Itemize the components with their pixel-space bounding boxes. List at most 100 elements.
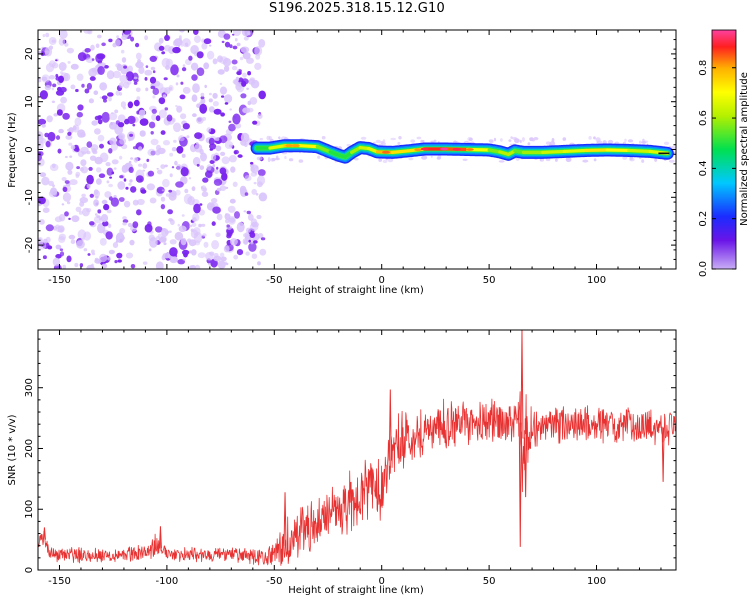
noise-blob	[78, 210, 83, 215]
noise-blob	[160, 196, 166, 202]
noise-blob	[137, 198, 145, 206]
noise-blob	[200, 96, 205, 100]
noise-blob	[243, 36, 249, 41]
noise-blob	[225, 218, 230, 224]
noise-blob	[247, 213, 254, 221]
noise-blob	[212, 164, 216, 168]
top-x-tick-label: 50	[483, 275, 496, 286]
noise-blob	[105, 231, 113, 240]
noise-blob	[160, 204, 166, 210]
noise-speckle	[566, 157, 572, 160]
noise-blob	[64, 42, 69, 47]
noise-blob	[161, 189, 165, 192]
noise-blob	[229, 238, 238, 246]
top-y-tick-label: 0	[24, 146, 35, 152]
noise-blob	[133, 76, 138, 80]
noise-blob	[169, 86, 173, 91]
noise-blob	[228, 217, 236, 223]
noise-blob	[216, 166, 219, 170]
noise-blob	[93, 199, 99, 207]
noise-speckle	[390, 137, 397, 141]
noise-speckle	[397, 141, 401, 146]
noise-blob	[190, 228, 194, 233]
noise-speckle	[641, 159, 645, 163]
noise-blob	[233, 254, 239, 260]
noise-blob	[223, 245, 230, 253]
noise-blob	[135, 175, 144, 183]
noise-blob	[145, 65, 149, 68]
noise-blob	[83, 248, 88, 252]
noise-blob	[150, 66, 156, 71]
noise-blob	[58, 233, 67, 241]
noise-speckle	[420, 139, 424, 144]
noise-blob	[149, 55, 157, 63]
noise-blob	[70, 84, 76, 90]
noise-blob	[79, 201, 85, 207]
noise-blob	[182, 64, 186, 67]
noise-blob	[60, 228, 63, 232]
noise-blob	[76, 73, 84, 81]
noise-blob	[176, 145, 184, 154]
noise-blob	[208, 92, 212, 96]
snr-spike	[388, 389, 392, 461]
noise-blob	[168, 230, 172, 233]
noise-blob	[221, 172, 228, 181]
noise-speckle	[639, 140, 642, 144]
noise-blob	[145, 87, 149, 92]
noise-blob	[144, 223, 153, 233]
noise-blob	[70, 63, 79, 70]
noise-speckle	[298, 159, 304, 163]
noise-blob	[179, 30, 185, 33]
top-x-tick-label: -150	[48, 275, 71, 286]
noise-blob	[250, 161, 254, 165]
noise-blob	[150, 131, 154, 135]
noise-blob	[103, 63, 107, 66]
noise-speckle	[375, 139, 381, 144]
noise-blob	[118, 92, 123, 96]
noise-blob	[181, 214, 185, 217]
noise-blob	[69, 179, 78, 186]
noise-blob	[130, 186, 137, 193]
noise-speckle	[551, 138, 555, 143]
noise-blob	[70, 145, 76, 150]
noise-blob	[106, 180, 110, 184]
noise-blob	[234, 38, 238, 42]
noise-blob	[45, 140, 51, 148]
noise-blob	[215, 232, 221, 238]
noise-blob	[164, 87, 171, 95]
noise-blob	[99, 82, 108, 91]
noise-blob	[85, 57, 94, 63]
noise-blob	[242, 107, 251, 114]
noise-blob	[115, 232, 125, 243]
noise-blob	[65, 161, 74, 171]
noise-blob	[108, 96, 112, 102]
noise-blob	[191, 249, 197, 256]
bottom-y-tick-label: 300	[24, 378, 35, 397]
noise-blob	[135, 87, 141, 93]
noise-blob	[114, 109, 119, 114]
noise-blob	[193, 30, 199, 35]
noise-blob	[61, 177, 67, 181]
noise-blob	[112, 242, 119, 248]
noise-blob	[102, 220, 109, 227]
noise-blob	[94, 213, 98, 216]
noise-blob	[212, 101, 219, 107]
noise-blob	[140, 187, 146, 194]
noise-blob	[55, 135, 61, 140]
noise-blob	[210, 203, 213, 207]
noise-blob	[220, 112, 226, 117]
noise-blob	[109, 176, 112, 179]
noise-speckle	[387, 158, 394, 163]
ridge-hotspot	[465, 148, 474, 151]
noise-blob	[253, 240, 258, 244]
noise-blob	[94, 128, 101, 135]
noise-blob	[249, 223, 259, 232]
noise-blob	[182, 249, 190, 256]
noise-blob	[169, 247, 178, 257]
noise-blob	[244, 142, 248, 147]
noise-blob	[251, 188, 257, 195]
noise-blob	[200, 152, 207, 162]
noise-blob	[188, 239, 197, 247]
noise-speckle	[555, 158, 558, 162]
